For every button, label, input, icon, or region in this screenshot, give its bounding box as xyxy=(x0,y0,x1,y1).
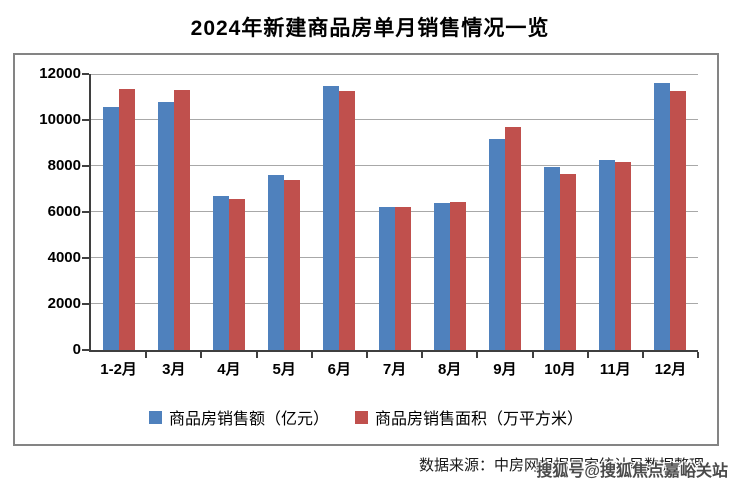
sales-area-bar xyxy=(560,174,577,350)
y-axis-label: 12000 xyxy=(39,65,81,82)
x-axis-label: 7月 xyxy=(382,361,407,378)
sales-area-bar xyxy=(449,202,466,350)
x-axis-tick xyxy=(421,352,424,358)
sales-amount-bar xyxy=(212,196,229,350)
x-axis-label: 1-2月 xyxy=(100,361,137,378)
category-slot xyxy=(643,74,700,358)
y-axis-tick xyxy=(82,119,89,121)
y-axis-tick xyxy=(82,73,89,75)
sales-area-bar xyxy=(670,91,687,350)
x-axis-label: 11月 xyxy=(599,361,631,378)
bars-row xyxy=(91,74,700,358)
sales-amount-bar xyxy=(488,139,505,350)
y-axis-label: 6000 xyxy=(47,203,81,220)
x-axis-label: 9月 xyxy=(493,361,517,378)
x-axis-tick xyxy=(476,352,479,358)
x-axis-tick xyxy=(310,352,313,358)
sales-area-bar xyxy=(615,162,632,350)
sales-amount-bar xyxy=(654,83,671,350)
category-slot xyxy=(146,74,203,358)
legend-label: 商品房销售额（亿元） xyxy=(168,411,329,428)
category-slot xyxy=(367,74,424,358)
sales-area-bar xyxy=(284,180,301,350)
y-axis-tick xyxy=(82,211,89,213)
y-axis-label: 10000 xyxy=(39,111,81,128)
x-axis-tick xyxy=(586,352,589,358)
category-slot xyxy=(201,74,258,358)
sales-area-bar xyxy=(394,207,411,350)
sales-area-bar xyxy=(228,199,245,350)
x-axis-tick xyxy=(697,352,700,358)
sales-amount-bar xyxy=(323,86,340,350)
sales-amount-bar xyxy=(157,102,174,350)
sales-amount-bar xyxy=(378,207,395,350)
x-axis-label: 4月 xyxy=(217,361,241,378)
category-slot xyxy=(477,74,534,358)
sales-amount-bar xyxy=(544,167,561,350)
x-axis-tick xyxy=(200,352,203,358)
y-axis-tick xyxy=(82,257,89,259)
sales-amount-bar xyxy=(599,160,616,350)
page-title: 2024年新建商品房单月销售情况一览 xyxy=(190,17,550,40)
y-axis-label: 0 xyxy=(72,341,81,358)
plot-area: 12000 10000 8000 6000 4000 2000 0 xyxy=(39,65,700,358)
gridline xyxy=(91,74,698,75)
x-axis-label: 3月 xyxy=(162,361,186,378)
category-slot xyxy=(588,74,644,358)
y-axis-tick xyxy=(82,303,89,305)
category-slot xyxy=(312,74,368,358)
category-slot xyxy=(422,74,479,358)
x-axis-tick xyxy=(365,352,368,358)
watermark-text: 搜狐号@搜狐焦点嘉峪关站 xyxy=(536,463,728,480)
category-slot xyxy=(533,74,589,358)
x-axis-label: 5月 xyxy=(272,361,296,378)
legend-item: 商品房销售面积（万平方米） xyxy=(355,405,583,429)
y-axis-tick xyxy=(82,349,89,351)
sales-amount-bar xyxy=(102,107,119,350)
y-axis-label: 4000 xyxy=(47,249,81,266)
x-axis-labels: 1-2月 3月 4月 5月 6月 7月 8月 9月 10月 11月 12月 xyxy=(91,358,698,379)
category-slot xyxy=(257,74,313,358)
y-axis-label: 8000 xyxy=(47,157,81,174)
legend-label: 商品房销售面积（万平方米） xyxy=(375,411,584,428)
y-axis-label: 2000 xyxy=(47,295,81,312)
sales-area-bar xyxy=(504,127,521,350)
legend-item: 商品房销售额（亿元） xyxy=(148,405,329,429)
sales-amount-bar xyxy=(268,175,285,350)
gridline xyxy=(91,165,698,166)
x-axis-label: 8月 xyxy=(438,361,462,378)
gridline xyxy=(91,119,698,120)
sales-area-bar xyxy=(118,89,135,350)
legend-swatch-sales-area xyxy=(355,410,368,424)
category-slot xyxy=(91,74,148,358)
sales-area-bar xyxy=(339,91,356,350)
x-axis-label: 10月 xyxy=(544,361,576,378)
x-axis-tick xyxy=(145,352,148,358)
chart-frame: 12000 10000 8000 6000 4000 2000 0 1-2月 3月 4月 5月 6月… xyxy=(13,53,719,446)
source-text: 数据来源：中房网根据国家统计局数据整理 xyxy=(418,457,704,474)
x-axis-tick xyxy=(255,352,258,358)
x-axis-tick xyxy=(531,352,534,358)
sales-area-bar xyxy=(173,90,190,350)
legend-swatch-sales-amount xyxy=(148,410,162,424)
x-axis-tick xyxy=(641,352,644,358)
y-axis-tick xyxy=(82,165,89,167)
x-axis-label: 6月 xyxy=(327,361,352,378)
sales-amount-bar xyxy=(433,203,450,350)
legend: 商品房销售额（亿元） 商品房销售面积（万平方米） xyxy=(15,405,717,429)
x-axis-label: 12月 xyxy=(654,361,687,378)
